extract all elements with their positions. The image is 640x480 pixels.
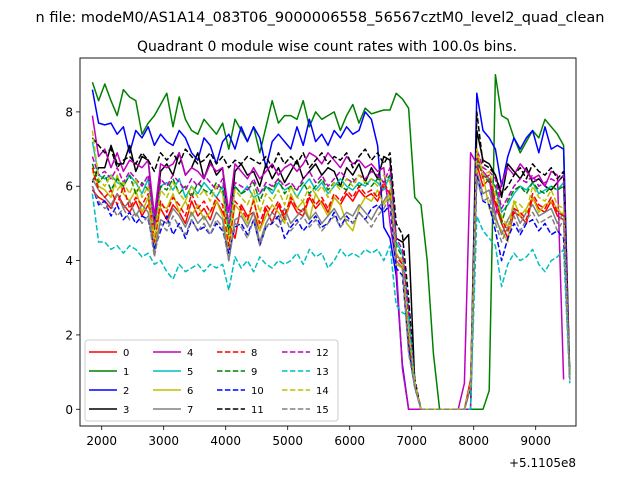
legend-label: 13: [316, 367, 329, 378]
legend-box: [84, 339, 339, 422]
series-line-13: [91, 193, 571, 411]
x-tick-label: 8000: [458, 434, 489, 448]
y-axis: 0 2 4 6 8: [65, 105, 80, 417]
legend-label: 3: [123, 405, 129, 416]
legend-label: 0: [123, 348, 129, 359]
axes-frame: [79, 57, 577, 427]
legend-label: 8: [251, 348, 257, 359]
series-line-3: [91, 129, 571, 411]
y-tick-label: 0: [65, 403, 73, 417]
x-axis: 2000 3000 4000 5000 6000 7000 8000 9000: [86, 426, 551, 448]
x-tick-label: 2000: [86, 434, 117, 448]
series-line-4: [91, 115, 565, 411]
series-line-8: [91, 152, 571, 411]
x-tick-label: 5000: [272, 434, 303, 448]
plot-lines: [91, 73, 571, 411]
figure-suptitle: n file: modeM0/AS1A14_083T06_9000006558_…: [36, 10, 605, 26]
x-axis-offset-label: +5.1105e8: [509, 456, 576, 470]
series-line-15: [91, 178, 571, 411]
series-line-10: [91, 174, 571, 411]
legend-label: 1: [123, 367, 129, 378]
legend-label: 15: [316, 405, 329, 416]
x-tick-label: 4000: [210, 434, 241, 448]
y-tick-label: 6: [65, 180, 73, 194]
y-tick-label: 8: [65, 105, 73, 119]
legend-label: 11: [251, 405, 264, 416]
legend-label: 7: [187, 405, 193, 416]
series-line-2: [91, 89, 571, 411]
x-tick-label: 7000: [396, 434, 427, 448]
y-tick-label: 4: [65, 254, 73, 268]
x-tick-label: 6000: [334, 434, 365, 448]
legend-label: 14: [316, 386, 329, 397]
y-tick-label: 2: [65, 328, 73, 342]
legend-label: 6: [187, 386, 193, 397]
series-line-6: [91, 148, 571, 411]
series-line-1: [91, 73, 571, 411]
legend-label: 4: [187, 348, 193, 359]
x-tick-label: 9000: [520, 434, 551, 448]
series-line-14: [91, 130, 571, 411]
legend-label: 9: [251, 367, 257, 378]
series-line-7: [91, 170, 571, 411]
legend-label: 12: [316, 348, 329, 359]
x-tick-label: 3000: [148, 434, 179, 448]
legend-label: 10: [251, 386, 264, 397]
legend-label: 5: [187, 367, 193, 378]
series-line-11: [91, 111, 571, 411]
legend-label: 2: [123, 386, 129, 397]
chart-title: Quadrant 0 module wise count rates with …: [137, 39, 517, 55]
